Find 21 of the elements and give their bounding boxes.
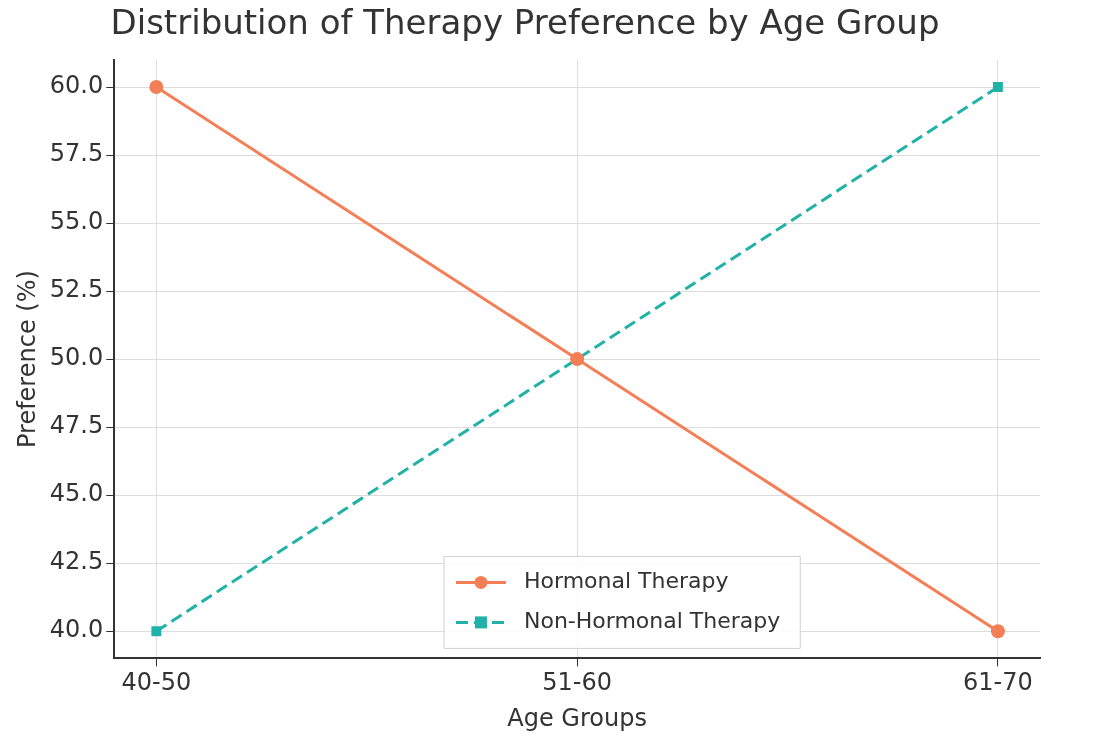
point bbox=[992, 82, 1003, 92]
x-tick-label: 51-60 bbox=[542, 668, 612, 697]
y-tick-label: 52.5 bbox=[49, 275, 104, 304]
y-tick-label: 60.0 bbox=[49, 71, 104, 100]
y-tick-label: 40.0 bbox=[49, 615, 104, 644]
y-tick-label: 55.0 bbox=[49, 207, 104, 236]
y-tick-label: 57.5 bbox=[49, 139, 104, 168]
legend-label: Non-Hormonal Therapy bbox=[523, 608, 781, 634]
point bbox=[149, 80, 164, 95]
x-tick-label: 40-50 bbox=[121, 668, 192, 697]
y-tick-label: 42.5 bbox=[49, 547, 104, 576]
y-tick-label: 47.5 bbox=[49, 411, 104, 440]
legend-label: Hormonal Therapy bbox=[523, 568, 729, 594]
point bbox=[151, 626, 162, 637]
y-axis-title: Preference (%) bbox=[12, 270, 41, 449]
x-axis-title: Age Groups bbox=[507, 703, 647, 732]
y-tick-label: 50.0 bbox=[49, 343, 104, 372]
point bbox=[990, 624, 1005, 639]
y-tick-label: 45.0 bbox=[49, 479, 104, 508]
chart-title: Distribution of Therapy Preference by Age Group bbox=[110, 2, 940, 43]
x-tick-label: 61-70 bbox=[963, 668, 1033, 697]
